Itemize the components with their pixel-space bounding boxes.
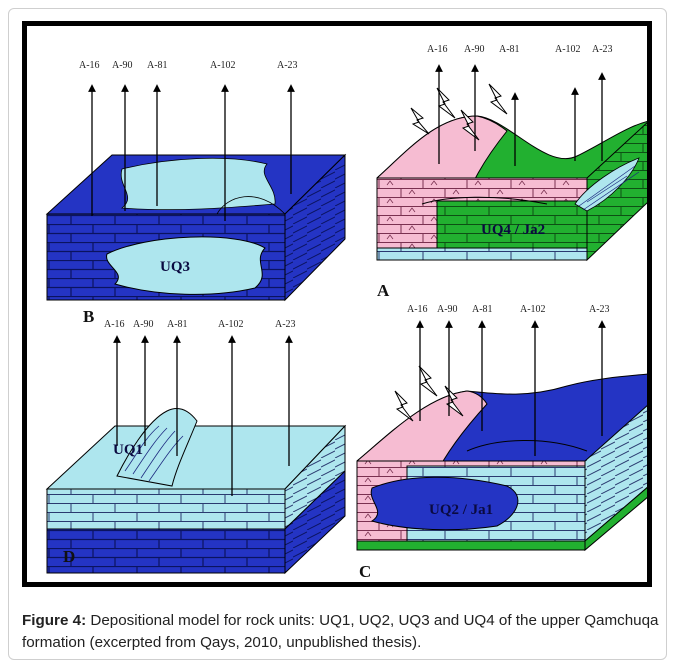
panel-letter-c: C — [359, 562, 371, 581]
unit-label-uq1: UQ1 — [113, 442, 143, 458]
well-label: A-102 — [210, 60, 236, 71]
well-labels-d: A-16 A-90 A-81 A-102 A-23 — [104, 319, 296, 330]
caption-label: Figure 4: — [22, 612, 87, 629]
well-label: A-102 — [555, 44, 581, 55]
caption-text: Depositional model for rock units: UQ1, … — [22, 612, 659, 651]
well-labels-b: A-16 A-90 A-81 A-102 A-23 — [79, 60, 298, 71]
unit-label-uq3: UQ3 — [160, 259, 190, 275]
panel-letter-b: B — [83, 307, 94, 326]
well-label: A-23 — [277, 60, 298, 71]
unit-label-uq4: UQ4 / Ja2 — [481, 222, 545, 238]
panel-b-block — [45, 153, 347, 302]
well-label: A-102 — [520, 304, 546, 315]
panel-letter-a: A — [377, 281, 390, 300]
well-label: A-102 — [218, 319, 244, 330]
well-label: A-90 — [464, 44, 485, 55]
well-label: A-81 — [499, 44, 520, 55]
well-label: A-90 — [437, 304, 458, 315]
panel-letter-d: D — [63, 547, 75, 566]
well-label: A-23 — [275, 319, 296, 330]
well-labels-a: A-16 A-90 A-81 A-102 A-23 — [427, 44, 613, 55]
panel-a-block — [376, 115, 647, 262]
well-label: A-81 — [167, 319, 188, 330]
well-label: A-81 — [472, 304, 493, 315]
well-label: A-16 — [427, 44, 448, 55]
well-label: A-23 — [589, 304, 610, 315]
panel-d-block — [45, 408, 347, 575]
unit-label-uq2: UQ2 / Ja1 — [429, 502, 493, 518]
well-arrows — [88, 64, 606, 496]
well-label: A-16 — [79, 60, 100, 71]
well-label: A-81 — [147, 60, 168, 71]
well-label: A-23 — [592, 44, 613, 55]
figure-caption: Figure 4: Depositional model for rock un… — [22, 610, 662, 654]
well-label: A-90 — [133, 319, 154, 330]
panel-c-block — [356, 373, 647, 552]
well-label: A-90 — [112, 60, 133, 71]
well-label: A-16 — [104, 319, 125, 330]
well-labels-c: A-16 A-90 A-81 A-102 A-23 — [407, 304, 610, 315]
figure-image: A-16 A-90 A-81 A-102 A-23 A-16 A-90 A-81… — [22, 21, 652, 587]
well-label: A-16 — [407, 304, 428, 315]
